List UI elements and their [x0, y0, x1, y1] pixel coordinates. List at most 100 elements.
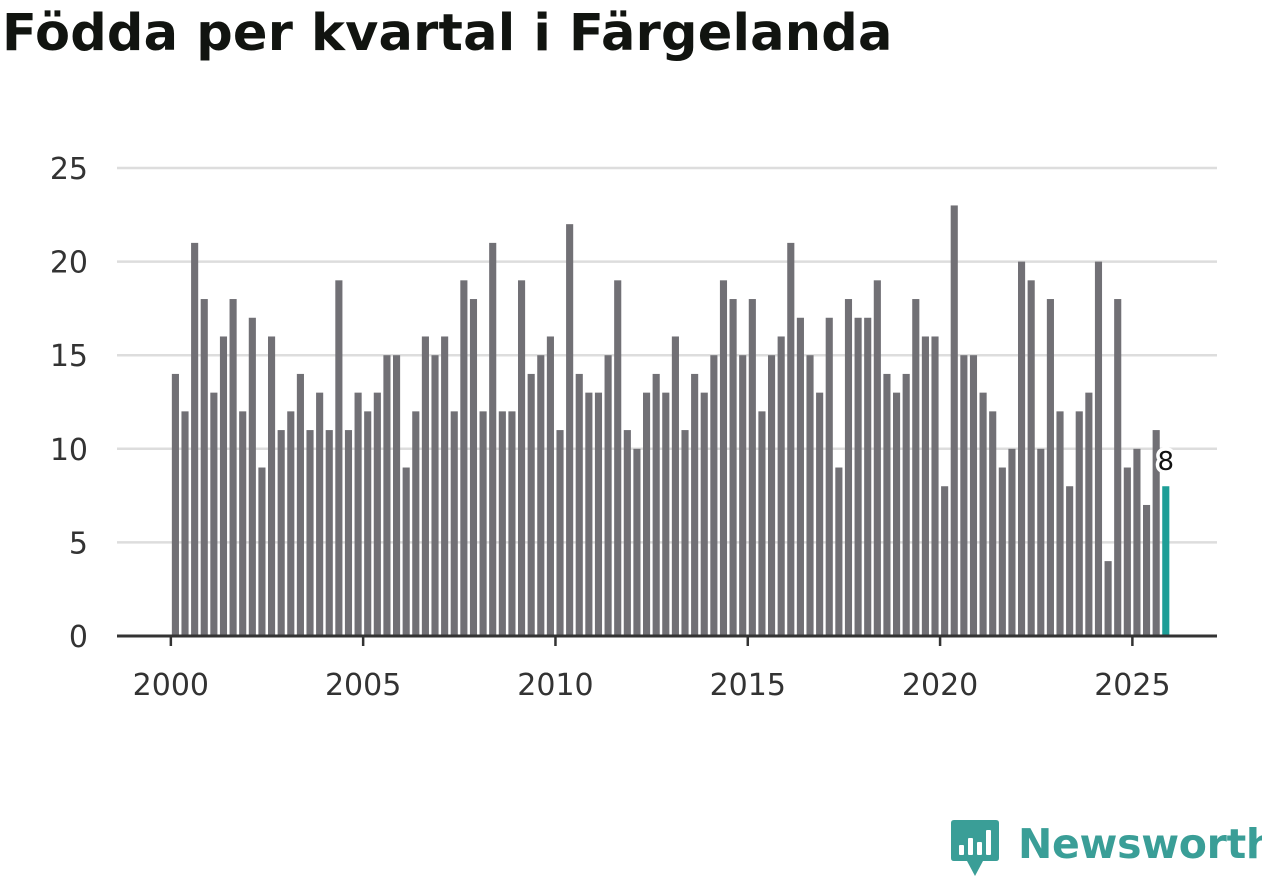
bar [296, 373, 304, 636]
x-tick-label: 2015 [710, 668, 786, 703]
bar [1056, 411, 1064, 636]
bar [537, 355, 545, 636]
bar [421, 336, 429, 636]
y-tick-label: 10 [50, 433, 88, 468]
bar [969, 355, 978, 636]
bar [710, 355, 718, 636]
bar [883, 373, 891, 636]
bar [662, 392, 670, 636]
bar [941, 486, 949, 636]
bar [748, 299, 756, 636]
y-tick-label: 25 [50, 152, 88, 187]
bar [960, 355, 968, 636]
bar [787, 242, 795, 636]
y-tick-label: 20 [50, 246, 88, 281]
bar [931, 336, 939, 636]
bar [989, 411, 997, 636]
bar [527, 373, 535, 636]
bar [393, 355, 401, 636]
bar [594, 392, 603, 636]
newsworthy-logo-icon [951, 820, 999, 876]
bar [508, 411, 516, 636]
bar [854, 317, 862, 636]
bar [219, 336, 228, 636]
bar [691, 373, 699, 636]
bar [344, 430, 353, 636]
bar [758, 411, 766, 636]
bar [633, 448, 641, 636]
bar [998, 467, 1006, 636]
value-labels: 8 [1154, 444, 1178, 481]
x-axis-ticks: 2000 2005 2010 2015 2020 2025 [133, 636, 1171, 703]
bar [864, 317, 872, 636]
brand-name: Newsworthy [1018, 820, 1262, 868]
bar-latest [1162, 486, 1170, 636]
bar [873, 280, 881, 636]
bar [277, 430, 285, 636]
bar [729, 299, 737, 636]
bars [171, 205, 1170, 636]
bar [1018, 261, 1026, 636]
bar [546, 336, 554, 636]
bar [902, 373, 910, 636]
bar [1066, 486, 1074, 636]
bar [412, 411, 420, 636]
bar [498, 411, 506, 636]
bar [556, 430, 564, 636]
bar [1037, 448, 1045, 636]
bar [373, 392, 381, 636]
bar [306, 430, 314, 636]
bar [181, 411, 189, 636]
bar [719, 280, 728, 636]
bar [575, 373, 583, 636]
latest-value-label: 8 [1158, 447, 1175, 477]
bar [835, 467, 843, 636]
bar [921, 336, 929, 636]
brand-logo: Newsworthy [950, 818, 1262, 880]
bar [1152, 430, 1160, 636]
bar [1123, 467, 1131, 636]
chart-title: Födda per kvartal i Färgelanda [2, 4, 893, 63]
bar [700, 392, 708, 636]
bar [1143, 504, 1151, 636]
bar [402, 467, 410, 636]
bar [171, 373, 179, 636]
x-tick-label: 2005 [325, 668, 401, 703]
bar [739, 355, 747, 636]
bar [479, 411, 487, 636]
bar [777, 336, 785, 636]
bar [335, 280, 343, 636]
bar [1114, 299, 1122, 636]
bar [652, 373, 660, 636]
bar [450, 411, 458, 636]
bar [469, 299, 478, 636]
bar [239, 411, 247, 636]
bar [585, 392, 593, 636]
bar [796, 317, 804, 636]
bar [1046, 299, 1054, 636]
bar [1133, 448, 1141, 636]
y-tick-label: 15 [50, 339, 88, 374]
bar [1085, 392, 1093, 636]
y-tick-label: 0 [69, 620, 88, 655]
bar [614, 280, 622, 636]
bar [643, 392, 651, 636]
bar [623, 430, 631, 636]
bar [383, 355, 391, 636]
bar [844, 299, 853, 636]
bar [248, 317, 256, 636]
bar [681, 430, 689, 636]
bar [431, 355, 439, 636]
bar [912, 299, 920, 636]
bar [258, 467, 266, 636]
bar [671, 336, 679, 636]
bar [489, 242, 497, 636]
bar [1104, 561, 1112, 636]
bar [210, 392, 218, 636]
bar [979, 392, 987, 636]
bar [950, 205, 958, 636]
bar [893, 392, 901, 636]
bar [354, 392, 362, 636]
x-tick-label: 2020 [902, 668, 978, 703]
